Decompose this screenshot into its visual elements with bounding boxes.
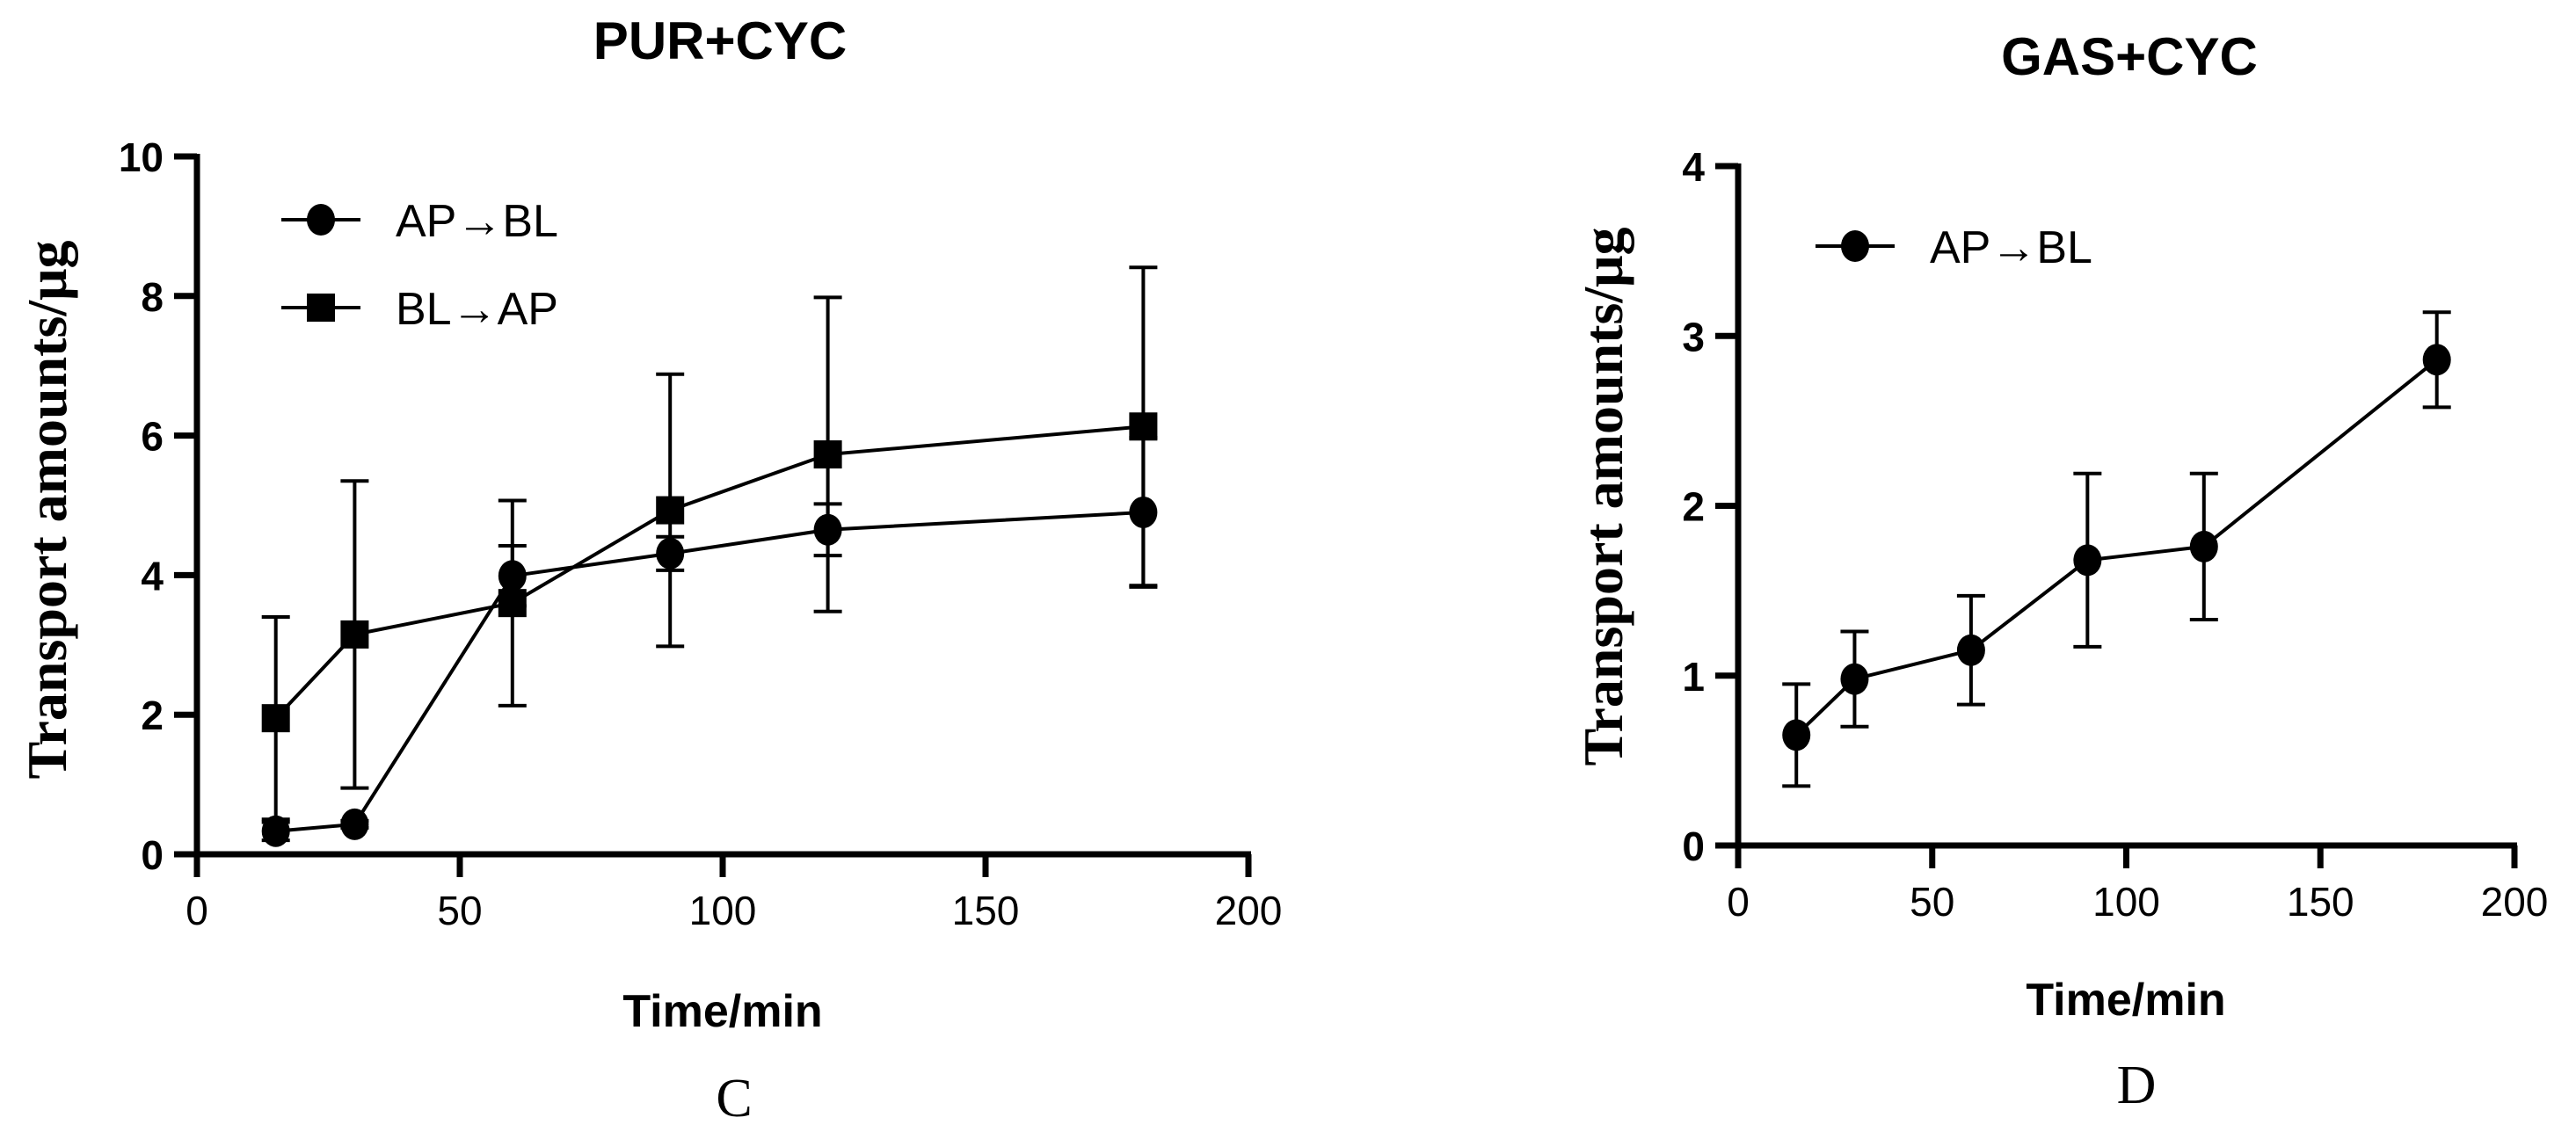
series-BL→AP <box>261 265 1158 822</box>
data-point <box>2422 344 2451 376</box>
data-point <box>261 704 290 733</box>
y-tick-label: 8 <box>141 274 164 320</box>
y-tick-label: 2 <box>1682 484 1705 530</box>
data-point <box>340 808 369 840</box>
y-tick-label: 0 <box>1682 824 1705 869</box>
data-point <box>1782 719 1811 751</box>
x-tick-label: 0 <box>186 888 208 933</box>
data-point <box>1129 412 1158 441</box>
y-axis-label: Transport amounts/μg <box>1572 228 1634 766</box>
data-point <box>498 589 527 618</box>
panel-label: D <box>2117 1056 2157 1115</box>
data-point <box>340 620 369 649</box>
series-line <box>1794 358 2438 737</box>
x-tick-label: 100 <box>2092 879 2160 925</box>
series-line <box>275 510 1144 833</box>
data-point <box>2189 530 2218 562</box>
chart-title: GAS+CYC <box>2001 27 2258 86</box>
legend-label: AP→BL <box>396 196 558 247</box>
data-point <box>1840 663 1869 695</box>
y-tick-label: 4 <box>141 553 164 599</box>
x-axis-label: Time/min <box>2026 975 2225 1026</box>
x-axis-label: Time/min <box>622 986 822 1037</box>
x-tick-label: 200 <box>2481 879 2549 925</box>
chart-title: PUR+CYC <box>593 11 847 70</box>
chart-gas-cyc: GAS+CYC Transport amounts/μg Time/min D … <box>1572 27 2548 1115</box>
y-tick-label: 2 <box>141 693 164 738</box>
data-point <box>261 815 290 847</box>
data-point <box>1956 634 1985 666</box>
x-tick-label: 200 <box>1215 888 1283 933</box>
x-tick-label: 150 <box>952 888 1020 933</box>
panel-label: C <box>716 1069 752 1128</box>
series-AP→BL <box>261 435 1158 847</box>
x-tick-label: 0 <box>1727 879 1750 925</box>
y-tick-label: 6 <box>141 414 164 460</box>
data-point <box>813 440 842 469</box>
y-tick-label: 4 <box>1682 144 1705 190</box>
y-tick-label: 10 <box>119 134 164 180</box>
series-AP→BL <box>1782 310 2451 788</box>
y-axis-label: Transport amounts/μg <box>16 241 78 780</box>
data-point <box>2073 544 2102 577</box>
legend-marker <box>307 294 335 322</box>
y-tick-label: 3 <box>1682 314 1705 359</box>
x-tick-label: 100 <box>689 888 757 933</box>
legend-label: BL→AP <box>396 284 558 335</box>
y-tick-label: 1 <box>1682 654 1705 700</box>
data-point <box>656 496 685 525</box>
y-tick-label: 0 <box>141 832 164 878</box>
legend-marker <box>1841 230 1869 262</box>
chart-pur-cyc: PUR+CYC Transport amounts/μg Time/min C … <box>16 11 1282 1128</box>
x-tick-label: 50 <box>437 888 482 933</box>
legend-marker <box>307 204 335 236</box>
x-tick-label: 50 <box>1910 879 1954 925</box>
legend-label: AP→BL <box>1930 222 2092 273</box>
series-line <box>274 424 1144 720</box>
x-tick-label: 150 <box>2287 879 2354 925</box>
